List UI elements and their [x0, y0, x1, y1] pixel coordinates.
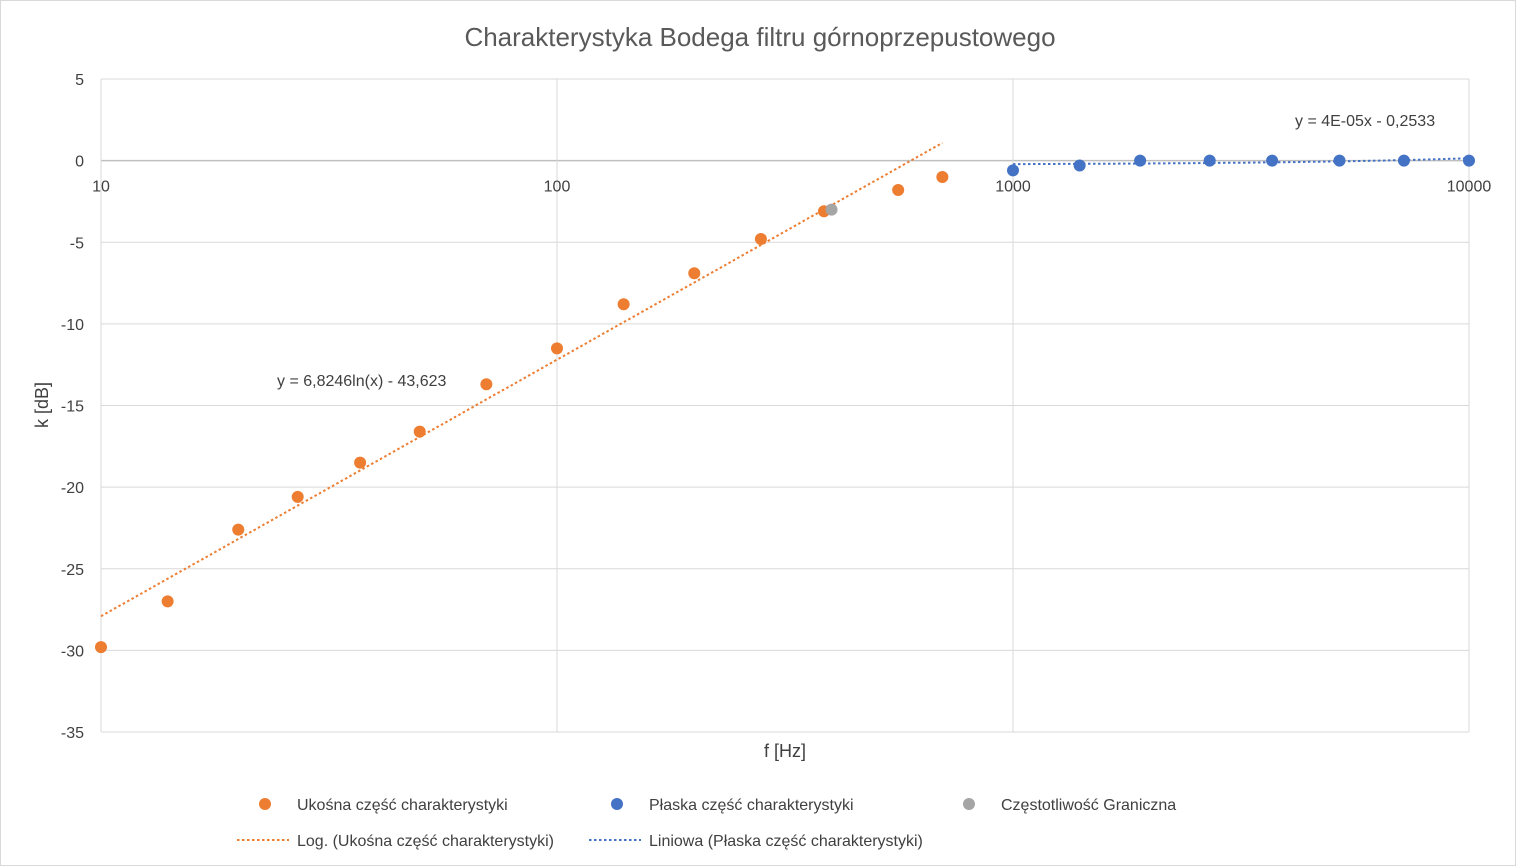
series-1-point — [1134, 154, 1147, 167]
series-1-point — [1007, 164, 1019, 177]
grid-layer — [100, 78, 1470, 733]
legend-marker — [259, 798, 271, 810]
y-tick-label: -35 — [61, 725, 84, 742]
series-0-point — [232, 523, 245, 536]
series-0-point — [354, 456, 367, 469]
series-0-point — [754, 232, 767, 245]
legend-label: Log. (Ukośna część charakterystyki) — [297, 833, 554, 850]
trendline-equation-log: y = 6,8246ln(x) - 43,623 — [277, 373, 447, 390]
series-0-point — [161, 595, 174, 608]
series-0-point — [617, 298, 630, 311]
series-0-point — [551, 342, 563, 355]
trendline-log — [100, 142, 943, 618]
series-0-point — [413, 425, 426, 438]
series-1-point — [1463, 154, 1475, 167]
series-0-point — [892, 184, 905, 197]
x-tick-label: 100 — [544, 179, 571, 196]
y-tick-label: 5 — [75, 72, 84, 89]
x-tick-label: 1000 — [995, 179, 1031, 196]
series-0-point — [480, 378, 493, 391]
legend-label: Częstotliwość Graniczna — [1001, 797, 1176, 814]
tick-label-layer: 5 0 -5 -10 -15 -20 -25 -30 -35 10 100 1000 10000 — [61, 72, 1491, 742]
y-tick-label: -30 — [61, 643, 84, 660]
y-tick-label: -25 — [61, 562, 84, 579]
x-tick-label: 10 — [92, 179, 110, 196]
trendline-linear — [1013, 157, 1470, 166]
y-tick-label: -5 — [70, 235, 84, 252]
series-0-point — [936, 170, 949, 183]
y-axis-title: k [dB] — [32, 382, 52, 428]
legend-label: Płaska część charakterystyki — [649, 797, 854, 814]
x-tick-label: 10000 — [1447, 179, 1492, 196]
chart-title: Charakterystyka Bodega filtru górnoprzep… — [464, 22, 1055, 52]
point-layer — [95, 154, 1475, 654]
series-1-point — [1397, 154, 1410, 167]
series-1-point — [1266, 154, 1279, 167]
trendline-layer — [100, 142, 1470, 618]
y-tick-label: 0 — [75, 154, 84, 171]
legend-label: Liniowa (Płaska część charakterystyki) — [649, 833, 923, 850]
legend: Ukośna część charakterystyki Płaska część… — [237, 797, 1176, 850]
equation-layer: y = 6,8246ln(x) - 43,623 y = 4E-05x - 0,2… — [277, 113, 1435, 390]
x-axis-title: f [Hz] — [764, 741, 806, 761]
y-tick-label: -20 — [61, 480, 84, 497]
series-1-point — [1203, 154, 1216, 167]
y-tick-label: -15 — [61, 399, 84, 416]
legend-marker — [963, 798, 975, 810]
series-0-point — [291, 490, 304, 503]
series-0-point — [688, 267, 701, 280]
y-tick-label: -10 — [61, 317, 84, 334]
legend-label: Ukośna część charakterystyki — [297, 797, 508, 814]
trendline-equation-linear: y = 4E-05x - 0,2533 — [1295, 113, 1435, 130]
series-2-point — [825, 203, 838, 216]
legend-marker — [611, 798, 623, 810]
series-1-point — [1073, 159, 1086, 172]
series-1-point — [1333, 154, 1346, 167]
series-0-point — [95, 641, 107, 654]
